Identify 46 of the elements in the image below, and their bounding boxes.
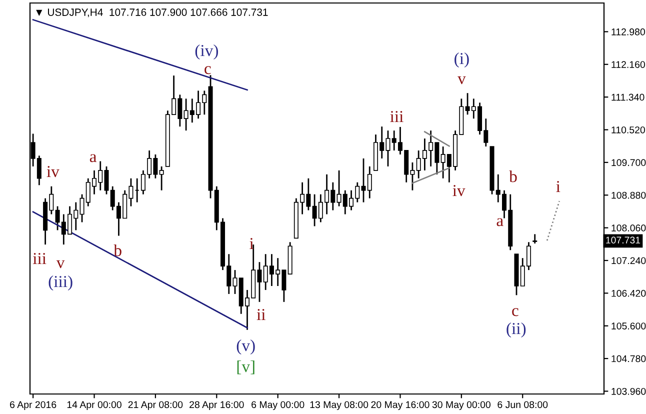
annotation: [v]	[237, 360, 254, 374]
y-tick-label: 109.700	[612, 159, 646, 166]
annotation: (i)	[454, 52, 469, 68]
x-tick-label: 30 May 00:00	[432, 401, 490, 410]
annotation: (iii)	[48, 275, 72, 291]
annotation: iv	[46, 166, 60, 178]
annotation: a	[496, 218, 504, 226]
annotation: v	[56, 260, 65, 268]
y-tick-label: 112.980	[612, 28, 645, 36]
annotation: iv	[452, 184, 466, 196]
x-tick-label: 21 Apr 08:00	[128, 401, 183, 410]
candlestick	[159, 166, 164, 192]
annotation: b	[114, 244, 122, 256]
x-tick-label: 6 Apr 2016	[10, 401, 56, 410]
annotation: a	[90, 154, 97, 162]
annotation: i	[556, 180, 560, 192]
x-tick-label: 28 Apr 16:00	[190, 401, 244, 410]
y-tick-label: 112.160	[612, 61, 645, 68]
y-tick-label: 103.960	[612, 388, 646, 395]
y-tick-label: 105.600	[612, 322, 646, 330]
y-tick-label: 104.780	[612, 355, 646, 362]
annotation: (v)	[236, 339, 255, 355]
y-tick-label: 110.520	[612, 126, 645, 134]
annotation: v	[458, 76, 466, 84]
x-tick-label: 14 Apr 00:00	[67, 401, 122, 410]
y-tick-label: 107.240	[612, 257, 646, 264]
annotation: iii	[32, 252, 46, 264]
x-tick-label: 13 May 08:00	[310, 401, 368, 410]
annotation: ii	[256, 308, 266, 320]
annotation: b	[509, 170, 517, 182]
chart-title: ▼ USDJPY,H4 107.716 107.900 107.666 107.731	[36, 8, 268, 18]
y-tick-label: 108.060	[612, 224, 646, 232]
annotation: i	[250, 238, 254, 250]
annotation: (ii)	[506, 322, 526, 338]
x-tick-label: 20 May 16:00	[371, 401, 430, 410]
x-tick-label: 6 Jun 08:00	[498, 401, 548, 408]
annotation: (iv)	[195, 44, 218, 60]
annotation: c	[512, 308, 518, 316]
annotation: iii	[390, 110, 404, 122]
candlestick	[532, 233, 538, 244]
y-tick-label: 106.420	[612, 290, 646, 297]
y-tick-label: 108.880	[612, 192, 646, 199]
y-tick-label: 111.340	[612, 94, 644, 101]
x-tick-label: 6 May 00:00	[252, 401, 304, 410]
annotation: 107.731	[606, 236, 640, 244]
annotation: c	[204, 66, 211, 74]
